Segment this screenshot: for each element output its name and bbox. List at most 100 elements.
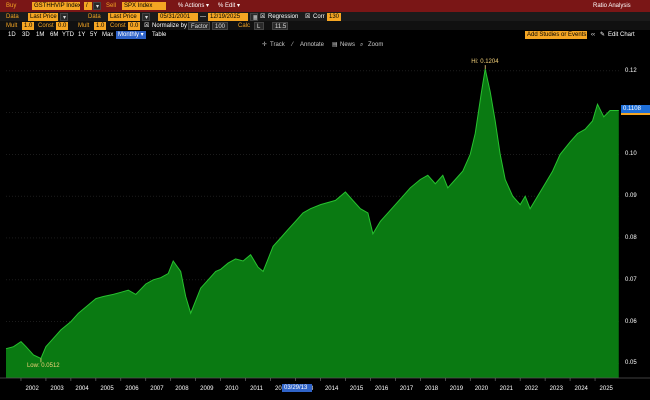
x-tick-label: 2011 (250, 386, 263, 392)
sell-ticker-field[interactable]: SPX Index (122, 2, 166, 10)
x-tick-label: 2022 (524, 386, 538, 392)
x-tick-label: 2004 (75, 386, 89, 392)
period-1d[interactable]: 1D (8, 32, 16, 38)
data-dropdown-2[interactable]: ▾ (142, 13, 150, 21)
x-tick-label: 2012 (275, 386, 288, 392)
buy-ticker-field[interactable]: GSTHHVIP Index (32, 2, 80, 10)
period-6m[interactable]: 6M (50, 32, 59, 38)
period-ytd[interactable]: YTD (62, 32, 74, 38)
y-tick-label: 0.06 (625, 318, 637, 325)
period-1m[interactable]: 1M (36, 32, 45, 38)
frequency-select[interactable]: Monthly ▾ (116, 31, 146, 39)
actions-menu[interactable]: % Actions ▾ (178, 3, 210, 9)
x-tick-label: 2023 (549, 386, 563, 392)
annotate-button[interactable]: Annotate (300, 42, 325, 48)
buy-dropdown-button[interactable]: ▾ (93, 2, 101, 10)
x-tick-label: 2010 (225, 386, 239, 392)
normalize-checkbox-icon[interactable]: ☒ (144, 23, 150, 29)
mult-label-1: Mult (6, 23, 18, 29)
const-label-2: Const (110, 23, 126, 29)
x-tick-label: 2007 (150, 386, 164, 392)
y-tick-label: 0.07 (625, 276, 637, 283)
settings-row: Mult 1.0 Const 0.0 Mult 1.0 Const 0.0 ☒ … (0, 21, 650, 30)
corr-field[interactable]: 130 (327, 13, 341, 21)
track-icon: ✛ (262, 42, 268, 48)
date-separator: — (200, 14, 206, 20)
period-1y[interactable]: 1Y (78, 32, 86, 38)
const-label-1: Const (38, 23, 54, 29)
calc-select[interactable]: L (254, 22, 264, 30)
const-field-1[interactable]: 0.0 (56, 22, 68, 30)
data-dropdown-1[interactable]: ▾ (60, 13, 68, 21)
period-3d[interactable]: 3D (22, 32, 30, 38)
y-tick-label: 0.05 (625, 360, 637, 367)
normalize-number-field[interactable]: 100 (212, 22, 228, 30)
x-tick-label: 2019 (449, 386, 464, 392)
x-tick-label: 2008 (175, 386, 189, 392)
corr-checkbox-icon[interactable]: ☒ (305, 14, 311, 20)
x-tick-label: 2016 (374, 386, 389, 392)
sell-label: Sell (106, 3, 117, 9)
zoom-icon: ⌕ (360, 42, 364, 48)
edit-menu[interactable]: % Edit ▾ (218, 3, 241, 9)
mult-field-2[interactable]: 1.0 (94, 22, 106, 30)
buy-ticker-button[interactable]: / (84, 2, 92, 10)
annotate-icon: ⁄ (292, 42, 294, 48)
period-5y[interactable]: 5Y (90, 32, 98, 38)
y-tick-label: 0.10 (625, 151, 637, 158)
x-tick-label: 2024 (574, 386, 588, 392)
x-tick-label: 2009 (200, 386, 214, 392)
start-date-field[interactable]: 05/31/2001 (158, 13, 198, 21)
add-studies-field[interactable]: Add Studies or Events (525, 31, 587, 39)
pencil-icon: ✎ (600, 32, 606, 38)
y-tick-label: 0.09 (625, 193, 637, 200)
chevron-left-icon[interactable]: ‹‹ (591, 32, 595, 38)
period-row: 1D 3D 1M 6M YTD 1Y 5Y Max Monthly ▾ Tabl… (0, 30, 650, 39)
table-button[interactable]: Table (152, 32, 167, 38)
secondary-value-tag: 0.1108 (621, 105, 650, 114)
high-annotation: Hi: 0.1204 (471, 59, 499, 66)
data-label-1: Data (6, 14, 19, 20)
x-tick-label: 2025 (599, 386, 613, 392)
cursor-date-tag: 03/29/13 (282, 384, 312, 392)
data-label-2: Data (88, 14, 101, 20)
x-tick-label: 2005 (100, 386, 114, 392)
x-tick-label: 2018 (424, 386, 439, 392)
calc-extra-field[interactable]: 11.5 (272, 22, 288, 30)
data-field-2[interactable]: Last Price (108, 13, 140, 21)
const-field-2[interactable]: 0.0 (128, 22, 140, 30)
header-bar: Buy GSTHHVIP Index / ▾ Sell SPX Index % … (0, 0, 650, 12)
normalize-label: Normalize by (152, 23, 188, 29)
data-field-1[interactable]: Last Price (28, 13, 58, 21)
corr-label: Corr (313, 14, 325, 20)
x-tick-label: 2002 (25, 386, 39, 392)
data-row: Data Last Price ▾ Data Last Price ▾ 05/3… (0, 12, 650, 21)
buy-label: Buy (6, 3, 17, 9)
x-tick-label: 2017 (399, 386, 414, 392)
news-button[interactable]: News (340, 42, 356, 48)
x-tick-label: 2006 (125, 386, 139, 392)
regression-label: Regression (268, 14, 299, 20)
window-title: Ratio Analysis (593, 3, 631, 9)
end-date-field[interactable]: 12/19/2025 (208, 13, 248, 21)
mult-field-1[interactable]: 1.0 (22, 22, 34, 30)
normalize-select[interactable]: Factor (188, 22, 210, 30)
regression-checkbox-icon[interactable]: ☒ (260, 14, 266, 20)
news-icon: ▤ (332, 42, 338, 48)
series-area (6, 69, 619, 378)
edit-chart-button[interactable]: Edit Chart (608, 32, 635, 38)
x-tick-label: 2014 (324, 386, 339, 392)
series-line (5, 68, 619, 360)
x-tick-label: 2020 (474, 386, 489, 392)
y-tick-label: 0.12 (625, 67, 637, 74)
x-tick-label: 2021 (499, 386, 514, 392)
period-max[interactable]: Max (102, 32, 114, 38)
calendar-icon[interactable]: ▦ (250, 13, 258, 21)
track-button[interactable]: Track (270, 42, 285, 48)
mult-label-2: Mult (78, 23, 90, 29)
x-tick-label: 2015 (349, 386, 364, 392)
y-tick-label: 0.08 (625, 234, 637, 241)
zoom-button[interactable]: Zoom (368, 42, 384, 48)
